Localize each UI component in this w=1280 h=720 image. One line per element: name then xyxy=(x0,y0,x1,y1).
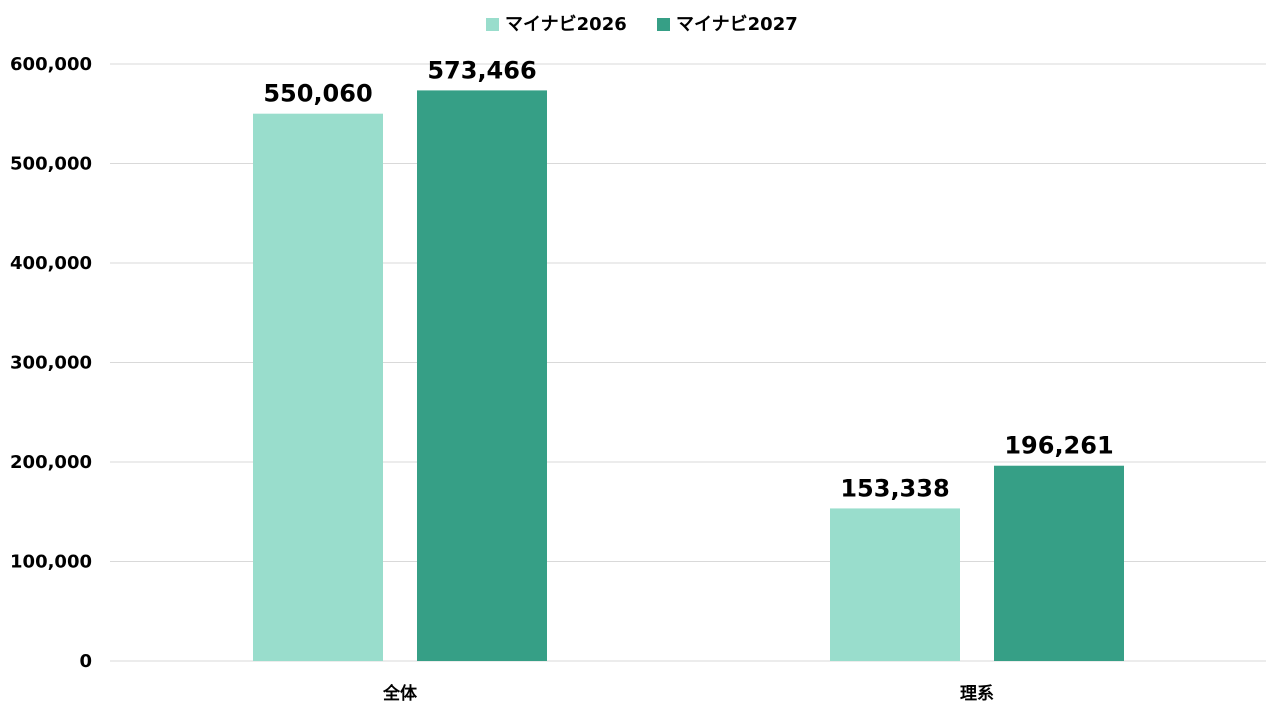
category-label: 理系 xyxy=(960,684,994,704)
y-tick-label: 300,000 xyxy=(10,353,92,374)
data-label: 573,466 xyxy=(427,56,536,84)
y-tick-label: 100,000 xyxy=(10,552,92,573)
data-label: 196,261 xyxy=(1004,432,1113,460)
legend-entry: マイナビ2026 xyxy=(505,14,627,35)
category-label: 全体 xyxy=(382,683,418,704)
bar xyxy=(253,113,383,661)
data-labels: 550,060 573,466 153,338 196,261 xyxy=(263,56,1113,502)
legend-swatch xyxy=(657,18,670,31)
bar xyxy=(830,508,960,661)
y-tick-label: 600,000 xyxy=(10,54,92,75)
bar xyxy=(417,90,547,662)
legend-entry: マイナビ2027 xyxy=(676,14,798,35)
y-tick-label: 400,000 xyxy=(10,253,92,274)
category-labels: 全体 理系 xyxy=(382,683,994,704)
data-label: 550,060 xyxy=(263,80,372,108)
data-label: 153,338 xyxy=(840,474,949,502)
legend-swatch xyxy=(486,18,499,31)
legend: マイナビ2026 マイナビ2027 xyxy=(486,14,798,35)
y-axis-ticks: 0 100,000 200,000 300,000 400,000 500,000 600,… xyxy=(10,54,92,672)
y-tick-label: 0 xyxy=(79,651,92,672)
y-tick-label: 500,000 xyxy=(10,154,92,175)
y-tick-label: 200,000 xyxy=(10,452,92,473)
bars xyxy=(253,90,1124,662)
bar xyxy=(994,465,1124,661)
